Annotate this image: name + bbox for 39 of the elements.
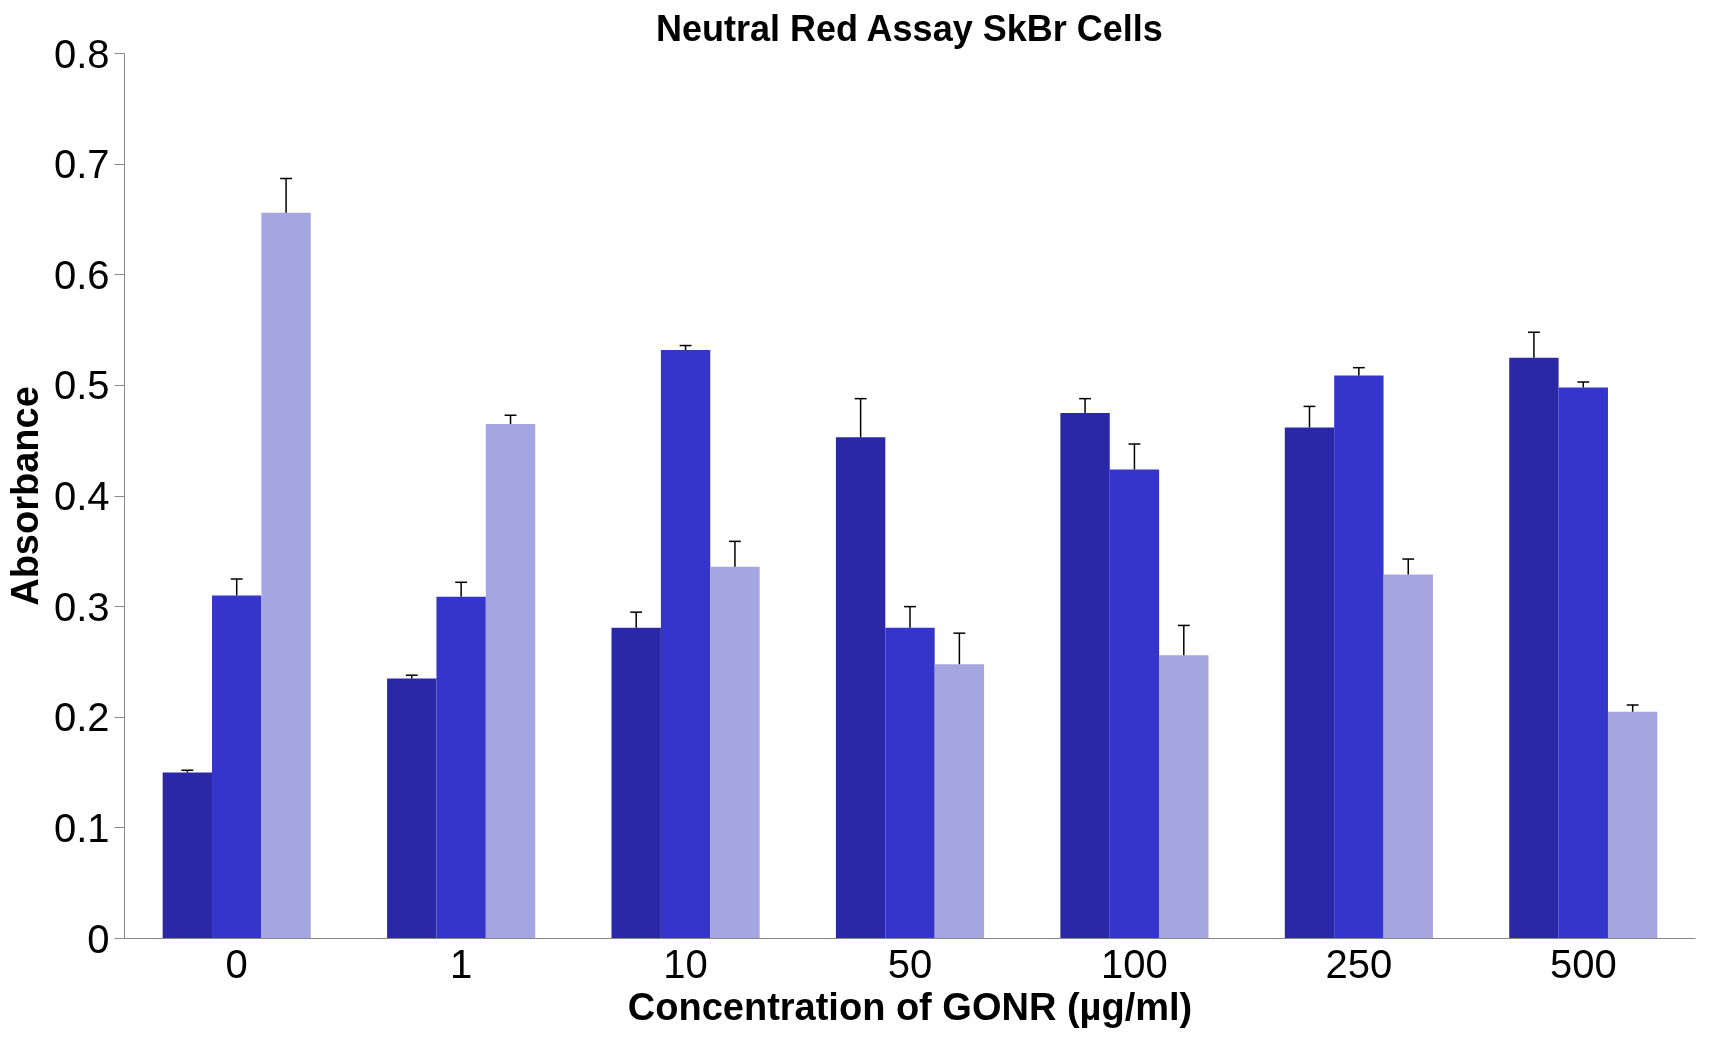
y-axis-title: Absorbance (3, 386, 46, 606)
x-tick-label: 0 (225, 941, 248, 986)
bar (387, 678, 437, 939)
bar (660, 349, 711, 939)
x-tick-label: 10 (663, 941, 708, 986)
bar (261, 212, 311, 939)
bar (1607, 711, 1658, 939)
bar (1159, 655, 1209, 939)
bar (436, 596, 486, 939)
bar (885, 627, 935, 939)
bar (1284, 427, 1335, 939)
bar (1558, 387, 1608, 939)
y-tick-label: 0.4 (53, 474, 110, 518)
bar (212, 595, 262, 939)
bar (934, 664, 985, 939)
y-tick-label: 0.2 (53, 695, 110, 740)
x-tick-label: 500 (1549, 941, 1617, 986)
x-tick-label: 250 (1325, 941, 1393, 986)
x-axis-title: Concentration of GONR (µg/ml) (627, 985, 1193, 1028)
y-tick-label: 0.8 (53, 31, 110, 76)
y-tick-label: 0.6 (53, 252, 110, 297)
y-tick-label: 0.5 (53, 363, 110, 408)
y-tick-label: 0.1 (53, 805, 110, 850)
bar (1060, 413, 1110, 939)
y-tick-label: 0.7 (53, 142, 110, 187)
bar (1334, 375, 1384, 939)
bar (162, 772, 213, 939)
bar (611, 627, 661, 939)
x-tick-label: 50 (887, 941, 933, 986)
bar (835, 437, 886, 939)
bar (1383, 574, 1433, 939)
x-tick-label: 1 (450, 941, 473, 986)
chart-title: Neutral Red Assay SkBr Cells (655, 7, 1163, 49)
bar (1509, 357, 1559, 939)
bar (1109, 469, 1160, 939)
y-tick-label: 0.3 (53, 584, 110, 629)
bar (710, 566, 760, 939)
bar (485, 424, 536, 939)
x-tick-label: 100 (1101, 941, 1168, 986)
